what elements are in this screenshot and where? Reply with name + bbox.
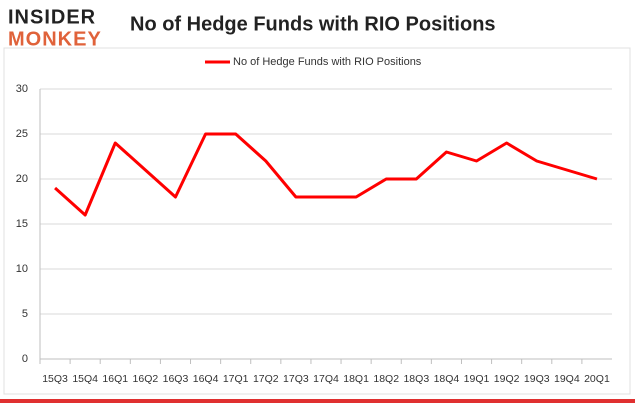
x-tick-label: 19Q2: [494, 373, 520, 385]
chart-title: No of Hedge Funds with RIO Positions: [130, 13, 496, 35]
x-tick-label: 16Q1: [102, 373, 128, 385]
y-tick-label: 15: [16, 218, 28, 230]
x-tick-label: 17Q2: [253, 373, 279, 385]
x-tick-label: 18Q3: [403, 373, 429, 385]
y-tick-label: 30: [16, 83, 28, 95]
x-tick-label: 18Q4: [434, 373, 460, 385]
x-tick-label: 19Q1: [464, 373, 490, 385]
logo-line2: MONKEY: [8, 28, 102, 50]
x-tick-label: 19Q3: [524, 373, 550, 385]
y-tick-label: 0: [22, 353, 28, 365]
legend-label: No of Hedge Funds with RIO Positions: [233, 56, 422, 68]
logo-line1: INSIDER: [8, 6, 96, 28]
x-tick-label: 17Q4: [313, 373, 339, 385]
x-tick-label: 18Q1: [343, 373, 369, 385]
x-tick-label: 16Q3: [163, 373, 189, 385]
x-tick-label: 20Q1: [584, 373, 610, 385]
y-tick-label: 20: [16, 173, 28, 185]
x-tick-label: 19Q4: [554, 373, 580, 385]
x-tick-label: 18Q2: [373, 373, 399, 385]
data-line: [54, 132, 598, 217]
chart-frame: [3, 47, 631, 395]
x-tick-label: 16Q4: [193, 373, 219, 385]
y-tick-label: 5: [22, 308, 28, 320]
y-tick-label: 10: [16, 263, 28, 275]
x-tick-label: 17Q1: [223, 373, 249, 385]
x-tick-label: 15Q4: [72, 373, 98, 385]
x-tick-label: 15Q3: [42, 373, 68, 385]
y-tick-label: 25: [16, 128, 28, 140]
x-tick-label: 17Q3: [283, 373, 309, 385]
x-tick-label: 16Q2: [133, 373, 159, 385]
